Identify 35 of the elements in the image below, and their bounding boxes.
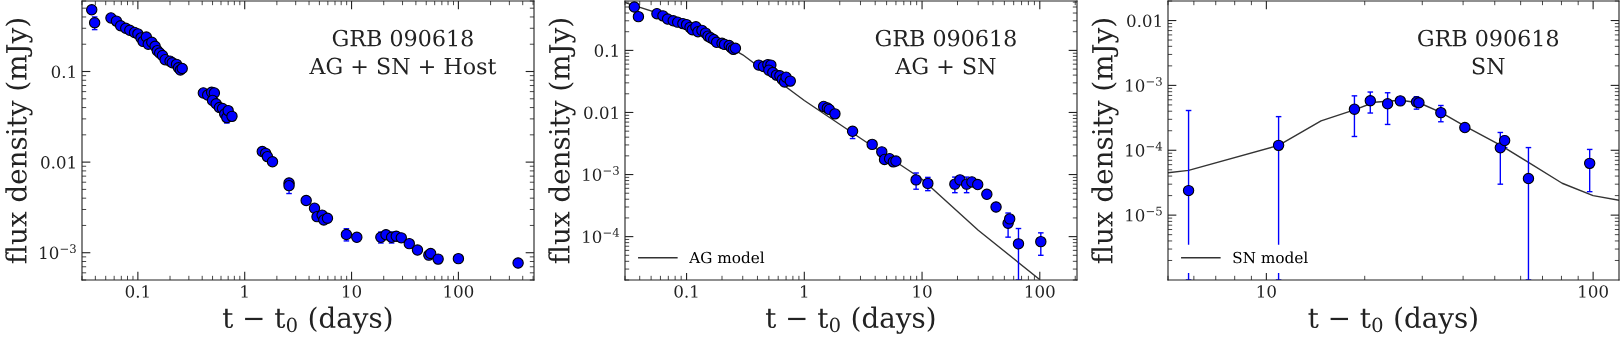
y-tick-label: 0.01 xyxy=(1127,14,1161,28)
y-tick-label: 10$^{−3}$ xyxy=(40,244,76,260)
x-tick-label: 0.1 xyxy=(674,285,698,298)
y-axis-title: flux density (mJy) xyxy=(5,19,33,264)
annotation: GRB 090618 xyxy=(1418,29,1559,47)
annotation: AG + SN xyxy=(895,57,996,75)
x-tick-label: 1 xyxy=(801,285,808,298)
annotation: GRB 090618 xyxy=(875,29,1016,47)
legend-label: AG model xyxy=(689,251,765,264)
annotation: SN xyxy=(1472,57,1505,75)
x-axis-title: t − t$_{0}$ (days) xyxy=(222,306,392,334)
y-tick-label: 10$^{−5}$ xyxy=(1126,206,1162,222)
x-tick-label: 10 xyxy=(913,285,932,298)
x-tick-label: 0.1 xyxy=(125,285,149,298)
annotation: AG + SN + Host xyxy=(309,57,497,75)
y-tick-label: 0.1 xyxy=(51,65,75,79)
y-tick-label: 10$^{−4}$ xyxy=(583,228,620,244)
y-tick-label: 0.01 xyxy=(584,106,618,120)
y-axis-title: flux density (mJy) xyxy=(548,19,576,264)
y-axis-title: flux density (mJy) xyxy=(1091,19,1119,264)
x-tick-label: 1 xyxy=(241,285,248,298)
x-tick-label: 100 xyxy=(1579,285,1608,298)
x-tick-label: 100 xyxy=(1025,285,1055,298)
y-tick-label: 0.01 xyxy=(41,156,75,169)
y-tick-label: 10$^{−3}$ xyxy=(583,166,619,181)
x-tick-label: 10 xyxy=(342,285,362,298)
annotation: GRB 090618 xyxy=(332,29,473,47)
y-tick-label: 10$^{−3}$ xyxy=(1126,76,1162,92)
x-tick-label: 100 xyxy=(444,285,474,298)
y-tick-label: 0.1 xyxy=(594,44,618,57)
x-axis-title: t − t$_{0}$ (days) xyxy=(765,306,935,334)
x-axis-title: t − t$_{0}$ (days) xyxy=(1308,306,1477,334)
x-tick-label: 10 xyxy=(1257,285,1276,298)
legend-label: SN model xyxy=(1233,251,1308,264)
y-tick-label: 10$^{−4}$ xyxy=(1126,141,1163,157)
